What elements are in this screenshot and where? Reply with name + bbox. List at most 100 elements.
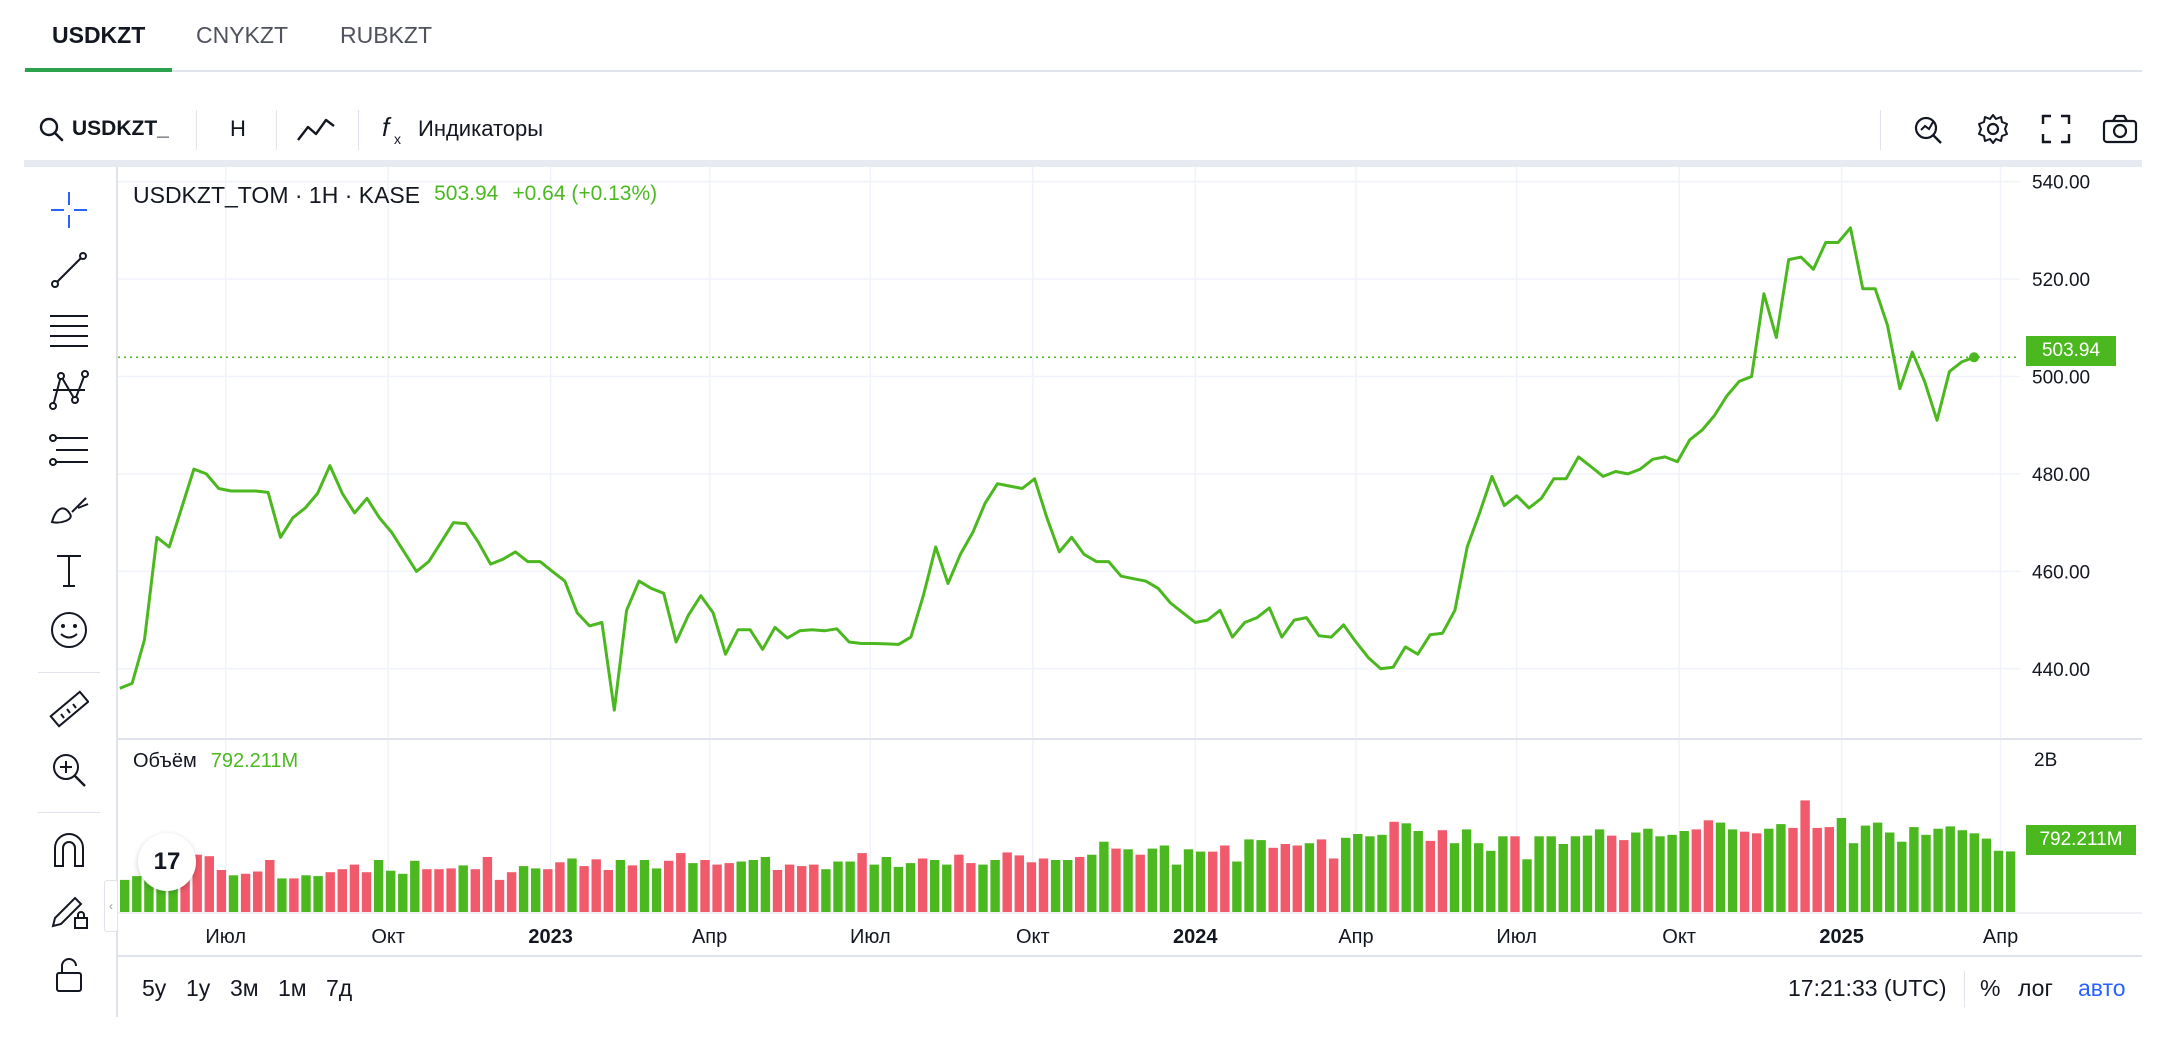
time-axis-label: Окт [1016,926,1050,948]
pattern-tool[interactable] [46,367,92,413]
volume-bar [410,860,420,912]
symbol-search-button[interactable]: USDKZT_ [38,92,169,166]
volume-bar [1619,840,1629,912]
emoji-tool[interactable] [46,607,92,653]
volume-bar [1909,827,1919,912]
volume-bar [1220,845,1230,912]
volume-bar [240,873,251,912]
volume-bar [639,860,650,912]
volume-bar [1159,845,1170,912]
lock-all-tool[interactable] [46,952,92,998]
time-axis-label: Окт [371,926,405,948]
volume-bar [156,874,166,912]
volume-bar [1111,848,1121,912]
symbol-tabs: USDKZT CNYKZT RUBKZT [24,0,2142,72]
volume-bar [1268,847,1278,912]
volume-bar [1244,839,1254,912]
volume-bar [313,876,323,912]
volume-bar [373,860,384,912]
volume-bar [422,869,432,912]
volume-bar [120,879,130,912]
svg-text:f: f [382,112,392,142]
volume-bar [265,860,275,912]
fullscreen-button[interactable] [2040,92,2072,166]
tab-cnykzt[interactable]: CNYKZT [196,22,288,48]
volume-bar [1328,858,1339,912]
volume-bar [168,869,178,912]
range-1m[interactable]: 1м [278,975,307,1001]
volume-bar [277,878,287,912]
volume-bar [1063,860,1073,912]
clock-time[interactable]: 17:21:33 (UTC) [1788,975,1947,1001]
last-volume-label: 792.211M [2026,825,2136,855]
unlock-icon [56,958,82,992]
fib-tool[interactable] [46,307,92,353]
zoom-tool[interactable] [46,747,92,793]
chart-type-button[interactable] [296,92,336,166]
auto-scale-toggle[interactable]: авто [2078,975,2126,1001]
volume-bar [1933,828,1943,912]
forecast-tool[interactable] [46,427,92,473]
range-1y[interactable]: 1y [186,975,211,1001]
volume-bar [349,864,360,912]
legend-title: USDKZT_TOM · 1H · KASE [133,182,421,208]
indicators-label: Индикаторы [418,116,544,141]
percent-scale-toggle[interactable]: % [1980,975,2001,1001]
svg-text:x: x [394,131,401,146]
time-axis-label: Июл [205,926,246,948]
price-axis-tick: 440.00 [2032,660,2090,681]
price-axis-tick: 480.00 [2032,465,2090,486]
logo-text: 17 [153,848,181,875]
volume-bar [1474,843,1484,912]
volume-bar [1679,831,1689,912]
magnet-tool[interactable] [46,827,92,873]
tab-usdkzt[interactable]: USDKZT [24,0,173,72]
magnet-icon [54,833,84,867]
brush-tool[interactable] [46,487,92,533]
time-axis-label: Апр [692,926,727,948]
time-axis-label: Июл [1496,926,1537,948]
screenshot-button[interactable] [2102,92,2138,166]
compare-button[interactable] [1912,92,1946,166]
lock-drawing-tool[interactable] [46,887,92,933]
range-7d[interactable]: 7д [326,975,353,1001]
toolbar-collapse-handle[interactable]: ‹ [104,880,118,932]
time-axis-label: Апр [1338,926,1373,948]
chevron-left-icon: ‹ [109,899,113,913]
volume-bar [1788,827,1798,912]
volume-bar [905,863,916,912]
volume-bar [1739,831,1750,912]
interval-button[interactable]: H [230,92,246,166]
volume-bar [1993,850,2004,912]
ruler-tool[interactable] [46,687,92,733]
volume-bar [966,863,976,912]
trend-line-tool[interactable] [46,247,92,293]
price-axis-tick: 460.00 [2032,562,2090,583]
volume-bar [567,858,577,912]
volume-bar [1365,836,1375,912]
volume-bar [1800,800,1810,912]
text-tool[interactable] [46,547,92,593]
crosshair-tool[interactable] [46,187,92,233]
pattern-icon [49,370,89,410]
volume-bar [1195,851,1206,912]
volume-bar [555,862,565,912]
range-5y[interactable]: 5y [142,975,167,1001]
range-3m[interactable]: 3м [230,975,259,1001]
volume-bar [543,869,553,912]
settings-button[interactable] [1976,92,2010,166]
log-scale-toggle[interactable]: лог [2018,975,2053,1001]
volume-bar [1607,835,1617,912]
volume-bar [1050,860,1061,912]
volume-bar [784,864,795,912]
tradingview-logo[interactable]: 17 [138,833,196,891]
tab-rubkzt[interactable]: RUBKZT [340,22,432,48]
volume-bar [736,861,746,912]
quick-search-icon [1914,116,1942,144]
volume-bar [386,870,396,912]
volume-bar [1256,840,1266,912]
volume-bar [881,857,891,912]
